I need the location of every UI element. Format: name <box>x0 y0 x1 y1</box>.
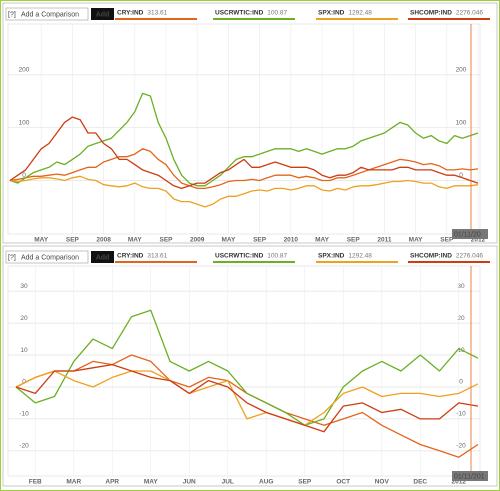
legend-value: 1292.48 <box>348 10 372 17</box>
legend-value: 100.87 <box>267 10 287 17</box>
x-tick-label: MAR <box>66 479 81 486</box>
series-line <box>15 309 479 426</box>
x-tick-label: 2012 <box>471 237 486 244</box>
y-tick-label: 200 <box>19 67 30 74</box>
x-tick-label: 2010 <box>284 237 299 244</box>
x-tick-label: SEP <box>347 237 361 244</box>
help-link[interactable]: [?] <box>8 11 16 18</box>
x-tick-label: FEB <box>29 479 42 486</box>
y-tick-label: 100 <box>19 119 30 126</box>
legend-name: CRY:IND <box>117 253 144 260</box>
date-box <box>452 229 488 239</box>
y-tick-label: 0 <box>22 172 26 179</box>
date-label: 01/11/20 <box>454 231 481 238</box>
y-tick-label: -10 <box>19 411 29 418</box>
y-tick-label-right: 100 <box>456 119 467 126</box>
comparison-input[interactable] <box>5 250 89 264</box>
legend-value: 313.61 <box>147 253 167 260</box>
legend-name: CRY:IND <box>117 10 144 17</box>
legend-value: 100.87 <box>267 253 287 260</box>
date-box <box>452 471 488 481</box>
x-tick-label: 2008 <box>96 237 111 244</box>
add-button-label[interactable]: Add <box>96 11 110 18</box>
plot-area <box>7 23 481 235</box>
legend-name: SPX:IND <box>318 253 345 260</box>
legend-value: 313.61 <box>147 10 167 17</box>
y-tick-label: 10 <box>20 347 28 354</box>
x-tick-label: MAY <box>128 237 143 244</box>
legend-name: USCRWTIC:IND <box>215 253 264 260</box>
legend-name: SPX:IND <box>318 10 345 17</box>
x-tick-label: DEC <box>413 479 427 486</box>
plot-area <box>7 265 481 477</box>
x-tick-label: AUG <box>259 479 273 486</box>
y-tick-label-right: 0 <box>459 172 463 179</box>
series-line <box>15 370 479 426</box>
x-tick-label: MAY <box>409 237 424 244</box>
y-tick-label: 30 <box>20 283 28 290</box>
legend-value: 2276.046 <box>456 10 483 17</box>
legend-name: USCRWTIC:IND <box>215 10 264 17</box>
x-tick-label: JUL <box>222 479 234 486</box>
help-link[interactable]: [?] <box>8 254 16 261</box>
add-button-label[interactable]: Add <box>96 254 110 261</box>
x-tick-label: APR <box>105 479 119 486</box>
series-line <box>9 175 479 208</box>
x-tick-label: 2009 <box>190 237 205 244</box>
x-tick-label: MAY <box>221 237 236 244</box>
comparison-prompt: Add a Comparison <box>21 254 79 261</box>
y-tick-label-right: 200 <box>456 67 467 74</box>
add-button[interactable] <box>91 8 114 20</box>
series-line <box>15 363 479 433</box>
y-tick-label-right: -10 <box>456 411 466 418</box>
x-tick-label: MAY <box>34 237 49 244</box>
x-tick-label: MAY <box>315 237 330 244</box>
x-tick-label: NOV <box>375 479 390 486</box>
x-tick-label: MAY <box>144 479 159 486</box>
x-tick-label: 2012 <box>452 479 467 486</box>
y-tick-label-right: -20 <box>456 443 466 450</box>
x-tick-label: SEP <box>298 479 312 486</box>
legend-value: 1292.48 <box>348 253 372 260</box>
legend-name: SHCOMP:IND <box>410 253 452 260</box>
y-tick-label: -20 <box>19 443 29 450</box>
date-label: 01/11/201 <box>454 473 485 480</box>
x-tick-label: SEP <box>66 237 80 244</box>
add-button[interactable] <box>91 251 114 263</box>
comparison-input[interactable] <box>5 7 89 21</box>
legend-value: 2276.046 <box>456 253 483 260</box>
series-line <box>9 116 479 190</box>
series-line <box>9 148 479 190</box>
x-tick-label: JUN <box>183 479 196 486</box>
x-tick-label: 2011 <box>377 237 391 244</box>
y-tick-label-right: 0 <box>459 379 463 386</box>
x-tick-label: SEP <box>440 237 454 244</box>
x-tick-label: SEP <box>253 237 267 244</box>
y-tick-label-right: 30 <box>457 283 465 290</box>
x-tick-label: OCT <box>336 479 350 486</box>
y-tick-label: 20 <box>20 315 28 322</box>
series-line <box>9 92 479 187</box>
y-tick-label-right: 20 <box>457 315 465 322</box>
x-tick-label: SEP <box>159 237 173 244</box>
legend-name: SHCOMP:IND <box>410 10 452 17</box>
comparison-prompt: Add a Comparison <box>21 11 79 18</box>
y-tick-label: 0 <box>22 379 26 386</box>
